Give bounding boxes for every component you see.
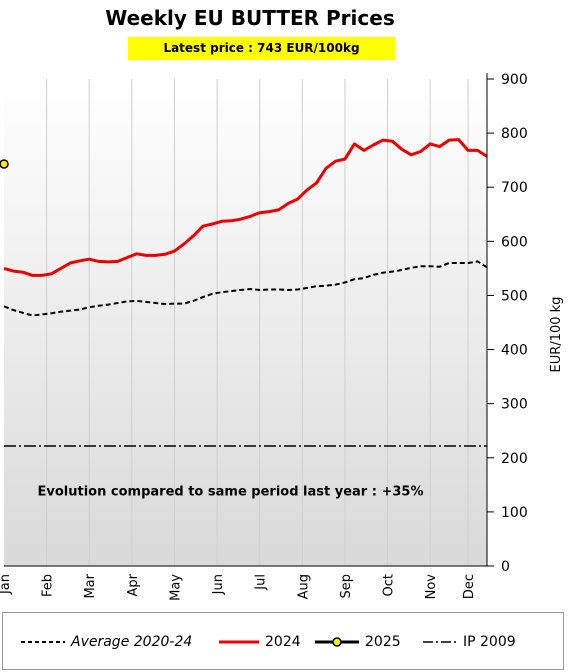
legend-swatch-2024: [219, 640, 259, 644]
legend-label-2025: 2025: [365, 634, 401, 650]
legend-item-2024: 2024: [219, 633, 301, 651]
y-tick-label-500: 500: [501, 288, 528, 304]
y-tick-label-300: 300: [501, 397, 528, 413]
x-tick-label-apr: Apr: [126, 573, 141, 596]
x-tick-label-mar: Mar: [83, 573, 98, 598]
y-tick-label-200: 200: [501, 451, 528, 467]
latest-price-badge: Latest price : 743 EUR/100kg: [128, 37, 395, 60]
legend: Average 2020-24 2024 2025 IP 2009: [2, 612, 564, 670]
x-tick-label-jul: Jul: [254, 574, 269, 591]
legend-item-average: Average 2020-24: [21, 633, 192, 651]
y-tick-label-400: 400: [501, 343, 528, 359]
y-tick-label-800: 800: [501, 126, 528, 142]
y-tick-label-900: 900: [501, 72, 528, 88]
legend-label-average: Average 2020-24: [71, 634, 193, 650]
x-tick-label-may: May: [168, 574, 183, 601]
series-line-average-2020-24: [3, 260, 488, 317]
legend-swatch-ip2009: [423, 641, 457, 643]
legend-label-2024: 2024: [265, 634, 301, 650]
legend-swatch-average: [21, 641, 65, 643]
evolution-annotation: Evolution compared to same period last y…: [38, 485, 424, 500]
series-lines: [0, 138, 488, 447]
point-2025-week-1: [0, 159, 9, 169]
y-tick-label-100: 100: [501, 505, 528, 521]
y-tick-label-0: 0: [501, 559, 510, 575]
x-tick-label-jun: Jun: [211, 574, 226, 595]
x-tick-label-oct: Oct: [382, 574, 397, 596]
series-line-2024: [3, 138, 488, 277]
x-tick-label-aug: Aug: [296, 574, 311, 599]
x-tick-label-dec: Dec: [462, 574, 477, 599]
x-tick-label-sep: Sep: [339, 574, 354, 599]
chart-title: Weekly EU BUTTER Prices: [105, 6, 395, 30]
butter-price-chart: Jan Feb Mar Apr May Jun Jul Aug Sep Oct Nov Dec 0 100…: [0, 72, 564, 601]
y-tick-label-600: 600: [501, 234, 528, 250]
y-tick-label-700: 700: [501, 180, 528, 196]
legend-item-2025: 2025: [315, 633, 401, 651]
plot-area: [4, 79, 487, 566]
x-tick-label-nov: Nov: [424, 574, 439, 600]
axes: Jan Feb Mar Apr May Jun Jul Aug Sep Oct Nov Dec 0 100…: [0, 72, 528, 601]
legend-swatch-2025: [315, 637, 359, 647]
x-tick-label-jan: Jan: [0, 574, 13, 595]
legend-label-ip2009: IP 2009: [463, 634, 516, 650]
y-axis-label: EUR/100 kg: [549, 297, 564, 373]
x-tick-label-feb: Feb: [41, 574, 56, 597]
legend-item-ip2009: IP 2009: [423, 633, 516, 651]
